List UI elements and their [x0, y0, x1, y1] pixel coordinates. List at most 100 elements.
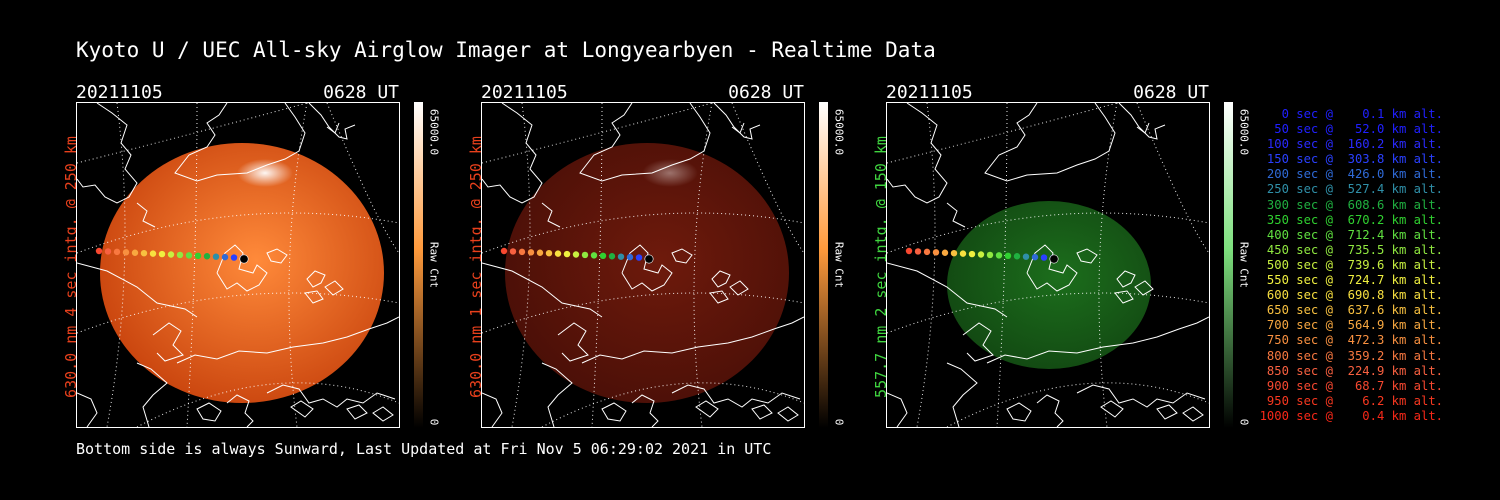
- trajectory-point: [167, 251, 175, 258]
- allsky-image: [886, 102, 1210, 428]
- trajectory-point: [185, 252, 193, 259]
- trajectory-point: [968, 250, 976, 258]
- aurora-glow: [237, 159, 293, 187]
- trajectory-point: [221, 253, 229, 261]
- trajectory-point: [527, 249, 535, 256]
- allsky-image: [76, 102, 400, 428]
- legend-row: 750 sec @ 472.3 km alt.: [1266, 333, 1443, 348]
- trajectory-point: [950, 249, 958, 257]
- trajectory-point: [932, 249, 940, 256]
- legend-row: 350 sec @ 670.2 km alt.: [1266, 212, 1443, 227]
- trajectory-point: [194, 252, 202, 260]
- legend-row: 150 sec @ 303.8 km alt.: [1266, 152, 1443, 167]
- trajectory-point: [1022, 253, 1030, 260]
- trajectory-point: [95, 247, 103, 255]
- panel-time: 0628 UT: [1133, 82, 1209, 103]
- page-title: Kyoto U / UEC All-sky Airglow Imager at …: [76, 38, 936, 62]
- aurora-glow: [642, 159, 698, 187]
- trajectory-current-point: [644, 254, 654, 264]
- sky-disk: [100, 143, 384, 403]
- trajectory-point: [131, 249, 139, 256]
- legend-row: 300 sec @ 608.6 km alt.: [1266, 197, 1443, 212]
- colorbar: [1224, 102, 1233, 428]
- legend-row: 900 sec @ 68.7 km alt.: [1266, 378, 1443, 393]
- panel-time: 0628 UT: [728, 82, 804, 103]
- legend-row: 50 sec @ 52.0 km alt.: [1274, 122, 1443, 137]
- legend-row: 200 sec @ 426.0 km alt.: [1266, 167, 1443, 182]
- colorbar-max-label: 65000.0: [832, 108, 846, 156]
- trajectory-point: [986, 251, 994, 259]
- trajectory-point: [635, 254, 643, 261]
- trajectory-point: [500, 247, 508, 255]
- colorbar: [414, 102, 423, 428]
- legend-row: 950 sec @ 6.2 km alt.: [1266, 393, 1443, 408]
- trajectory-point: [518, 248, 526, 256]
- airglow-panel-2: 20211105 0628 UT 630.0 nm 1 sec intg. @ …: [467, 80, 931, 440]
- trajectory-point: [554, 250, 562, 257]
- trajectory-legend: 0 sec @ 0.1 km alt. 50 sec @ 52.0 km alt.…: [1250, 107, 1443, 424]
- trajectory-point: [230, 254, 238, 261]
- trajectory-point: [203, 253, 211, 260]
- trajectory-point: [1004, 252, 1012, 260]
- trajectory-point: [599, 252, 607, 260]
- trajectory-point: [1031, 253, 1039, 261]
- legend-row: 700 sec @ 564.9 km alt.: [1266, 318, 1443, 333]
- panel-date: 20211105: [76, 82, 163, 103]
- legend-row: 250 sec @ 527.4 km alt.: [1266, 182, 1443, 197]
- trajectory-point: [905, 247, 913, 255]
- trajectory-point: [212, 253, 220, 260]
- sky-disk: [505, 143, 789, 403]
- trajectory-point: [1013, 253, 1021, 260]
- trajectory-point: [590, 252, 598, 259]
- legend-row: 850 sec @ 224.9 km alt.: [1266, 363, 1443, 378]
- trajectory-point: [536, 249, 544, 256]
- legend-row: 500 sec @ 739.6 km alt.: [1266, 257, 1443, 272]
- trajectory-point: [1040, 254, 1048, 261]
- legend-row: 100 sec @ 160.2 km alt.: [1266, 137, 1443, 152]
- trajectory-point: [176, 251, 184, 259]
- trajectory-point: [149, 250, 157, 257]
- trajectory-point: [977, 251, 985, 258]
- trajectory-point: [581, 251, 589, 259]
- allsky-image: [481, 102, 805, 428]
- trajectory-point: [914, 248, 922, 255]
- legend-row: 800 sec @ 359.2 km alt.: [1266, 348, 1443, 363]
- trajectory-current-point: [239, 254, 249, 264]
- footer-status: Bottom side is always Sunward, Last Upda…: [76, 440, 772, 458]
- trajectory-point: [509, 248, 517, 255]
- colorbar-min-label: 0: [427, 418, 441, 426]
- trajectory-point: [113, 248, 121, 256]
- colorbar-unit-label: Raw Cnt: [832, 241, 846, 289]
- trajectory-point: [572, 251, 580, 258]
- panel-time: 0628 UT: [323, 82, 399, 103]
- legend-row: 400 sec @ 712.4 km alt.: [1266, 227, 1443, 242]
- trajectory-point: [122, 249, 130, 256]
- colorbar-max-label: 65000.0: [427, 108, 441, 156]
- trajectory-point: [995, 252, 1003, 259]
- colorbar-min-label: 0: [832, 418, 846, 426]
- trajectory-point: [941, 249, 949, 256]
- trajectory-point: [608, 253, 616, 260]
- legend-row: 550 sec @ 724.7 km alt.: [1266, 273, 1443, 288]
- trajectory-point: [545, 249, 553, 257]
- colorbar: [819, 102, 828, 428]
- trajectory-point: [104, 248, 112, 255]
- panel-date: 20211105: [481, 82, 568, 103]
- trajectory-point: [959, 250, 967, 257]
- airglow-panel-1: 20211105 0628 UT 630.0 nm 4 sec intg. @ …: [62, 80, 526, 440]
- trajectory-point: [140, 249, 148, 257]
- legend-row: 1000 sec @ 0.4 km alt.: [1259, 408, 1443, 423]
- trajectory-current-point: [1049, 254, 1059, 264]
- legend-row: 450 sec @ 735.5 km alt.: [1266, 242, 1443, 257]
- trajectory-point: [563, 250, 571, 258]
- panel-date: 20211105: [886, 82, 973, 103]
- legend-row: 0 sec @ 0.1 km alt.: [1281, 107, 1443, 121]
- trajectory-point: [923, 248, 931, 256]
- trajectory-point: [617, 253, 625, 260]
- trajectory-point: [626, 253, 634, 261]
- airglow-panel-3: 20211105 0628 UT 557.7 nm 2 sec intg. @ …: [872, 80, 1336, 440]
- legend-row: 600 sec @ 690.8 km alt.: [1266, 288, 1443, 303]
- legend-row: 650 sec @ 637.6 km alt.: [1266, 303, 1443, 318]
- colorbar-unit-label: Raw Cnt: [427, 241, 441, 289]
- trajectory-point: [158, 250, 166, 258]
